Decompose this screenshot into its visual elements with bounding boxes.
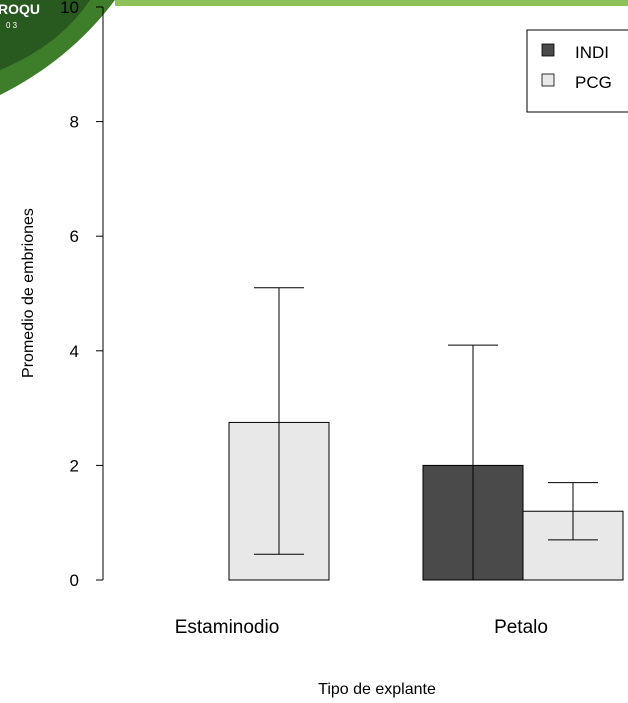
y-tick-label: 4 <box>70 342 79 361</box>
top-band <box>115 0 628 6</box>
bars <box>228 421 624 581</box>
x-tick-label-estaminodio: Estaminodio <box>175 617 280 638</box>
y-tick-label: 6 <box>70 227 79 246</box>
logo-subtext: 0 3 <box>6 21 18 30</box>
legend-swatch-indi <box>541 43 555 57</box>
y-ticks: 0 2 4 6 8 10 <box>60 0 103 590</box>
y-tick-label: 0 <box>70 571 79 590</box>
x-tick-label-petalo: Petalo <box>494 617 548 638</box>
error-bars <box>254 287 598 581</box>
y-tick-label: 2 <box>70 456 79 475</box>
legend-label-indi: INDI <box>575 43 609 62</box>
legend-swatch-pcg <box>541 73 555 87</box>
y-axis: 0 2 4 6 8 10 <box>60 0 104 590</box>
legend: INDI PCG <box>526 29 628 113</box>
y-axis-title: Promedio de embriones <box>20 208 37 378</box>
logo: ROQU 0 3 <box>0 0 115 95</box>
logo-text: ROQU <box>0 1 40 17</box>
x-axis-title: Tipo de explante <box>318 681 436 698</box>
legend-label-pcg: PCG <box>575 73 612 92</box>
y-tick-label: 8 <box>70 113 79 132</box>
y-tick-label: 10 <box>60 0 79 17</box>
